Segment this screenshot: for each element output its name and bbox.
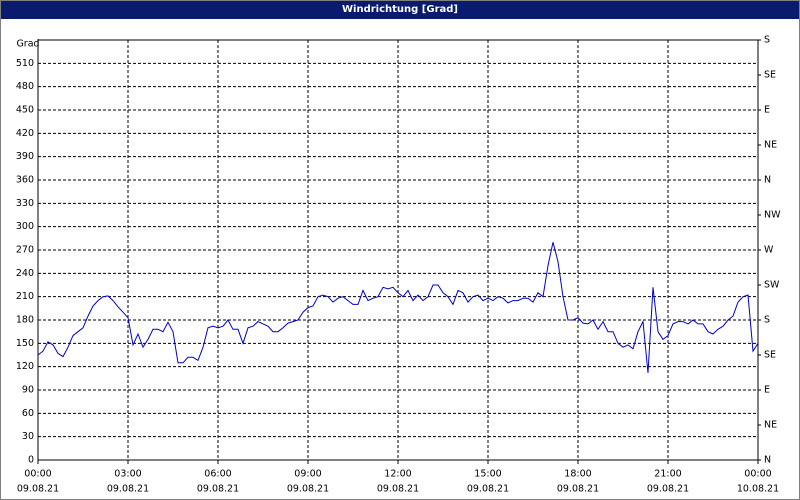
x-tick-label: 00:00 [744,469,771,480]
y2-tick-label: NE [764,420,777,431]
y2-tick-label: E [764,105,770,116]
x-tick-label: 18:00 [564,469,591,480]
y2-tick-label: SE [764,350,776,361]
x-tick-date: 09.08.21 [377,484,419,495]
x-tick-label: 00:00 [24,469,51,480]
y2-tick-label: E [764,385,770,396]
y-tick-label: 0 [28,455,34,466]
x-tick-label: 03:00 [114,469,141,480]
x-tick-label: 12:00 [384,469,411,480]
y2-tick-label: SE [764,70,776,81]
x-tick-date: 09.08.21 [557,484,599,495]
x-tick-date: 09.08.21 [197,484,239,495]
y-tick-label: 150 [16,338,34,349]
y-axis-label: Grad [16,39,39,50]
x-tick-date: 10.08.21 [737,484,779,495]
plot-frame [37,39,759,461]
y2-tick-label: SW [764,280,780,291]
y2-tick-label: N [764,175,771,186]
y2-tick-label: N [764,455,771,466]
x-tick-label: 09:00 [294,469,321,480]
y2-tick-label: S [764,35,770,46]
title-bar: Windrichtung [Grad] [1,1,799,19]
x-tick-label: 21:00 [654,469,681,480]
y-tick-label: 390 [16,151,34,162]
x-tick-date: 09.08.21 [107,484,149,495]
y2-tick-label: S [764,315,770,326]
y2-tick-label: NW [764,210,781,221]
y-tick-label: 120 [16,361,34,372]
y-tick-label: 270 [16,245,34,256]
data-line [37,242,759,373]
y-tick-label: 90 [22,385,34,396]
y-tick-label: 450 [16,105,34,116]
y2-tick-label: NE [764,140,777,151]
x-tick-date: 09.08.21 [287,484,329,495]
y-tick-label: 180 [16,315,34,326]
x-tick-label: 06:00 [204,469,231,480]
y-tick-label: 510 [16,58,34,69]
y-tick-label: 480 [16,81,34,92]
y-tick-label: 240 [16,268,34,279]
y-tick-label: 30 [22,431,34,442]
x-tick-date: 09.08.21 [467,484,509,495]
y-tick-label: 360 [16,175,34,186]
y-tick-label: 300 [16,221,34,232]
y-tick-label: 420 [16,128,34,139]
y2-tick-label: W [764,245,774,256]
x-tick-label: 15:00 [474,469,501,480]
x-tick-date: 09.08.21 [647,484,689,495]
y-tick-label: 60 [22,408,34,419]
y-tick-label: 330 [16,198,34,209]
y-tick-label: 210 [16,291,34,302]
x-tick-date: 09.08.21 [17,484,59,495]
